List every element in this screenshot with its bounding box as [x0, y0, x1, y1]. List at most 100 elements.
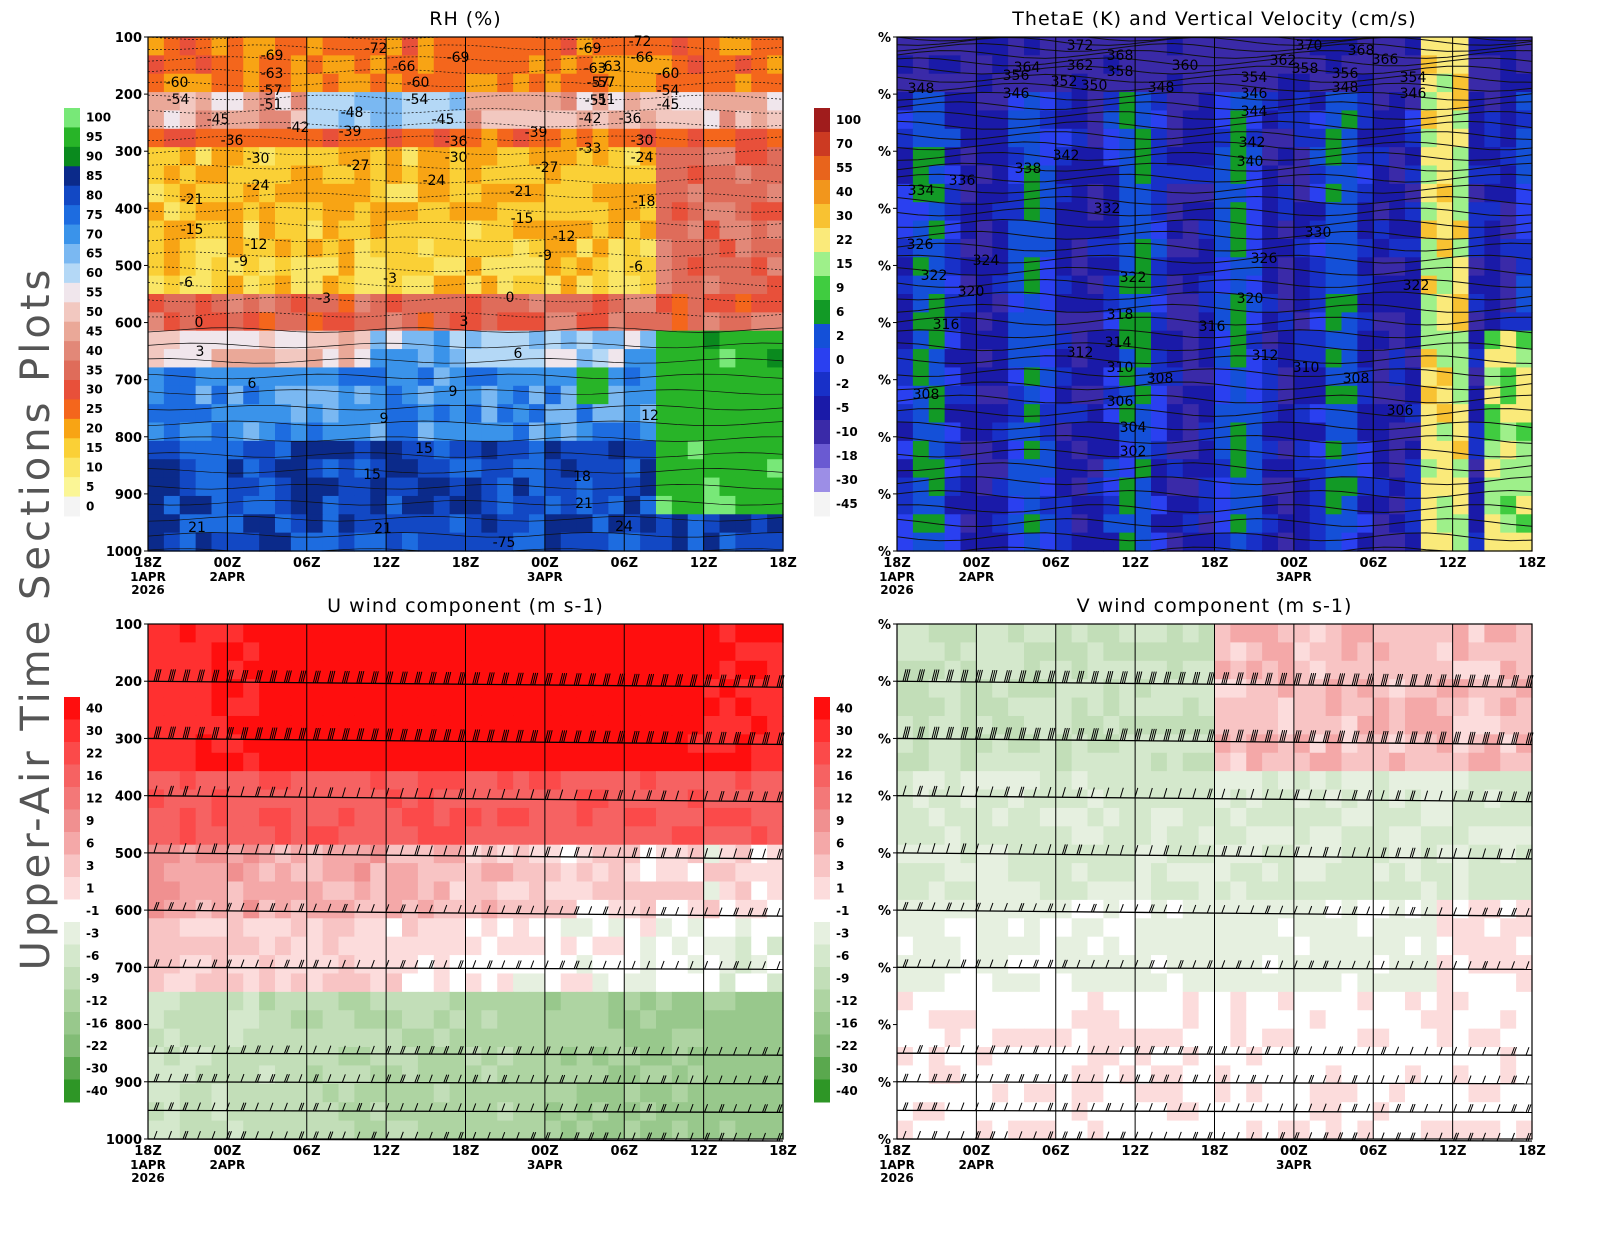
thetae-cell	[1437, 312, 1453, 331]
thetae-cell	[1024, 294, 1040, 313]
u-cell	[481, 1065, 497, 1084]
u-cell	[291, 882, 307, 901]
u-cell	[354, 753, 370, 772]
thetae-cell	[1072, 294, 1088, 313]
thetae-cell	[1357, 74, 1373, 93]
u-cell	[212, 1010, 228, 1029]
u-cell	[640, 716, 656, 735]
rh-cell	[561, 386, 577, 405]
thetae-contour-label: 336	[949, 173, 976, 189]
thetae-cell	[897, 202, 913, 221]
rh-cell	[196, 294, 212, 313]
thetae-cell	[1516, 202, 1532, 221]
u-colorbar-swatch	[64, 765, 80, 788]
u-cell	[180, 863, 196, 882]
v-cell	[1040, 790, 1056, 809]
thetae-cell	[1469, 533, 1485, 552]
rh-cell	[735, 423, 751, 442]
thetae-cell	[1516, 404, 1532, 423]
v-cell	[929, 790, 945, 809]
thetae-contour-label: 326	[907, 237, 934, 253]
rh-cell	[434, 459, 450, 478]
thetae-cell	[929, 478, 945, 497]
u-colorbar-label: 3	[86, 859, 94, 873]
v-cell	[1469, 753, 1485, 772]
u-cell	[640, 753, 656, 772]
thetae-cell	[1405, 184, 1421, 203]
thetae-cell	[1357, 239, 1373, 258]
thetae-cell	[1215, 404, 1231, 423]
v-cell	[961, 790, 977, 809]
u-cell	[561, 1084, 577, 1103]
rh-cell	[751, 514, 767, 533]
rh-cell	[354, 184, 370, 203]
u-cell	[704, 624, 720, 643]
thetae-cell	[945, 514, 961, 533]
rh-cell	[291, 459, 307, 478]
thetae-cell	[1500, 202, 1516, 221]
thetae-cell	[1389, 312, 1405, 331]
u-cell	[434, 955, 450, 974]
u-cell	[751, 624, 767, 643]
thetae-cell	[897, 514, 913, 533]
u-cell	[767, 642, 783, 661]
thetae-cell	[945, 496, 961, 515]
thetae-cell	[1072, 367, 1088, 386]
u-cell	[275, 1084, 291, 1103]
u-cell	[545, 1029, 561, 1048]
u-cell	[735, 937, 751, 956]
u-cell	[656, 973, 672, 992]
rh-cell	[481, 478, 497, 497]
v-cell	[1437, 753, 1453, 772]
v-cell	[1151, 642, 1167, 661]
rh-cell	[418, 276, 434, 295]
thetae-cell	[1310, 276, 1326, 295]
u-cell	[640, 992, 656, 1011]
thetae-cell	[1024, 459, 1040, 478]
v-cell	[1516, 753, 1532, 772]
rh-y-tick-label: 300	[115, 145, 142, 160]
thetae-cell	[1294, 423, 1310, 442]
thetae-cell	[1151, 184, 1167, 203]
thetae-cell	[1246, 514, 1262, 533]
thetae-cell	[1072, 221, 1088, 240]
rh-cell	[212, 331, 228, 350]
thetae-contour-label: 326	[1251, 251, 1278, 267]
rh-cell	[243, 459, 259, 478]
v-cell	[1373, 698, 1389, 717]
u-cell	[227, 937, 243, 956]
thetae-cell	[1484, 129, 1500, 148]
rh-cell	[545, 441, 561, 460]
u-cell	[243, 1121, 259, 1140]
rh-cell	[561, 294, 577, 313]
u-cell	[418, 1121, 434, 1140]
v-cell	[1469, 698, 1485, 717]
rh-cell	[735, 386, 751, 405]
u-cell	[259, 734, 275, 753]
rh-cell	[767, 423, 783, 442]
u-cell	[450, 900, 466, 919]
rh-cell	[418, 349, 434, 368]
u-cell	[323, 863, 339, 882]
rh-cell	[593, 202, 609, 221]
rh-cell	[720, 386, 736, 405]
rh-contour-label: -48	[341, 105, 364, 121]
rh-cell	[307, 202, 323, 221]
u-cell	[323, 771, 339, 790]
thetae-cell	[945, 37, 961, 56]
thetae-cell	[1230, 239, 1246, 258]
rh-contour-label: -57	[593, 75, 616, 91]
thetae-cell	[1040, 514, 1056, 533]
rh-cell	[704, 294, 720, 313]
rh-cell	[386, 129, 402, 148]
u-cell	[418, 808, 434, 827]
v-cell	[1326, 698, 1342, 717]
thetae-cell	[1310, 257, 1326, 276]
rh-cell	[720, 129, 736, 148]
v-cell	[1024, 790, 1040, 809]
u-cell	[307, 1084, 323, 1103]
thetae-cell	[913, 404, 929, 423]
u-colorbar-label: -12	[86, 994, 108, 1008]
u-cell	[481, 698, 497, 717]
